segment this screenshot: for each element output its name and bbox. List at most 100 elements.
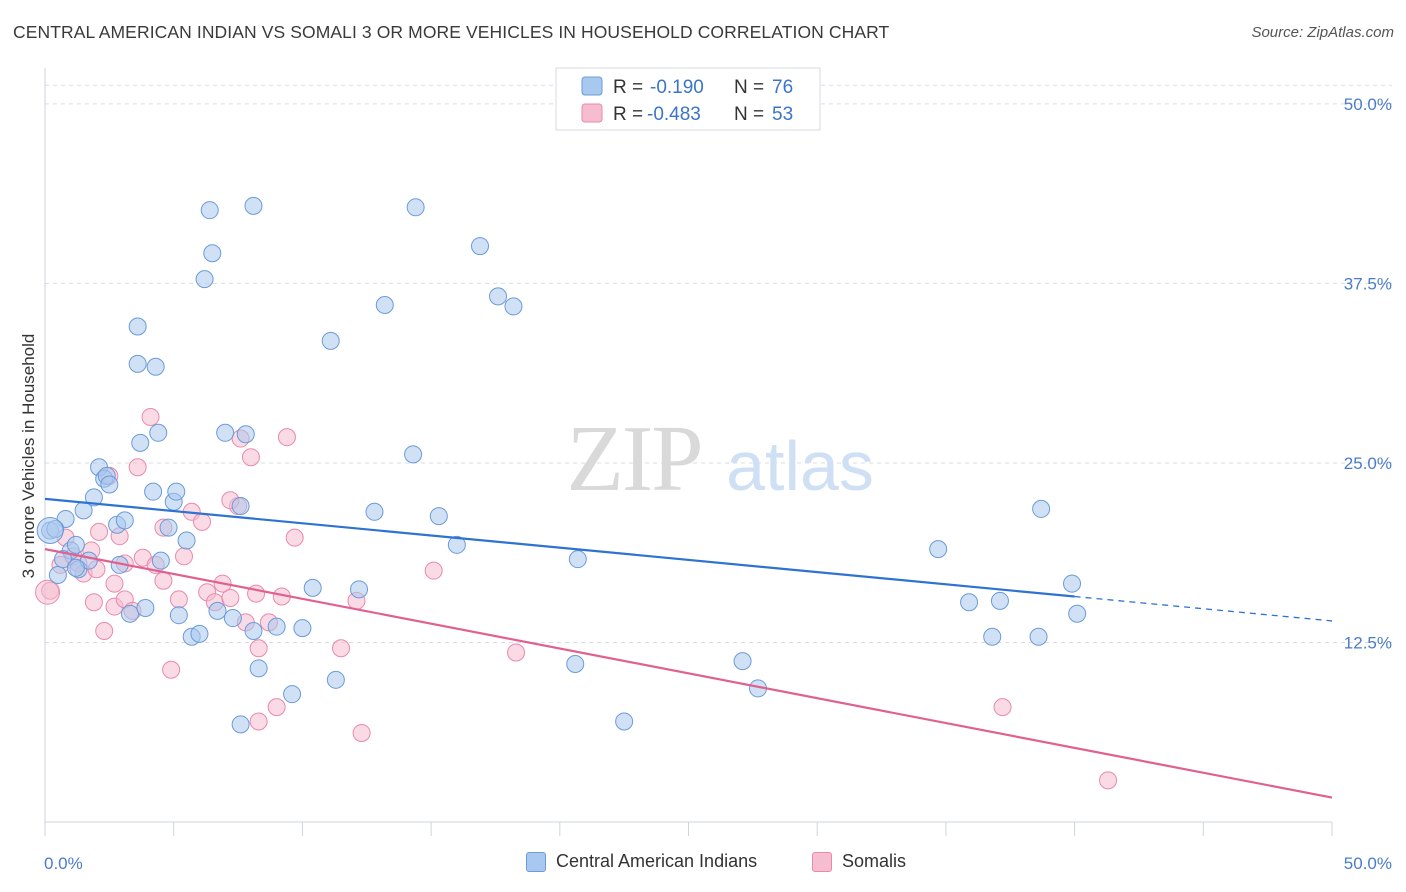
data-point xyxy=(471,237,490,256)
trend-line-somalis xyxy=(44,548,1333,799)
data-point xyxy=(1063,574,1082,593)
data-point xyxy=(236,425,255,444)
data-point xyxy=(249,659,268,678)
data-point xyxy=(177,531,196,550)
data-point xyxy=(365,502,384,521)
data-point xyxy=(159,518,178,537)
data-point xyxy=(990,591,1009,610)
data-point xyxy=(146,357,165,376)
data-point xyxy=(66,535,85,554)
data-point xyxy=(190,624,209,643)
data-point xyxy=(332,639,351,658)
legend-item-central-american-indians[interactable]: Central American Indians xyxy=(526,851,757,872)
data-point xyxy=(203,244,222,263)
data-point xyxy=(195,270,214,289)
y-tick-label: 12.5% xyxy=(1344,633,1392,652)
data-point xyxy=(120,604,139,623)
data-point xyxy=(169,590,188,609)
legend-label-somalis: Somalis xyxy=(842,851,907,871)
legend-swatch-pink xyxy=(581,103,603,123)
data-point xyxy=(504,297,523,316)
legend-n-value-blue: 76 xyxy=(772,77,793,98)
data-point xyxy=(167,482,186,501)
data-point xyxy=(231,497,250,516)
data-point xyxy=(293,619,312,638)
data-point xyxy=(615,712,634,731)
trend-lines xyxy=(44,497,1333,799)
trend-line-central-american-indians-extension xyxy=(1074,595,1333,622)
trend-line-central-american-indians xyxy=(44,497,1075,598)
data-point xyxy=(162,660,181,679)
watermark: ZIP atlas xyxy=(567,407,874,511)
data-point xyxy=(90,522,109,541)
data-point xyxy=(128,317,147,336)
data-point xyxy=(350,580,369,599)
data-point xyxy=(54,550,73,569)
legend-r-value-pink: -0.483 xyxy=(647,104,701,125)
data-point xyxy=(326,670,345,689)
y-tick-labels: 12.5% 25.0% 37.5% 50.0% xyxy=(1344,95,1392,653)
data-point xyxy=(1099,771,1118,790)
watermark-atlas: atlas xyxy=(726,427,874,505)
data-point xyxy=(141,407,160,426)
data-point xyxy=(115,511,134,530)
data-point xyxy=(507,643,526,662)
data-point-cluster xyxy=(35,579,61,605)
data-point xyxy=(321,331,340,350)
legend-n-value-pink: 53 xyxy=(772,104,793,125)
data-point xyxy=(303,578,322,597)
data-point xyxy=(100,475,119,494)
data-point xyxy=(105,574,124,593)
legend-item-somalis[interactable]: Somalis xyxy=(812,851,906,872)
legend-swatch-central-american-indians xyxy=(526,851,546,872)
central-american-indians-points xyxy=(36,196,1087,734)
data-point xyxy=(193,512,212,531)
data-point xyxy=(568,550,587,569)
data-point xyxy=(131,433,150,452)
data-point xyxy=(285,528,304,547)
grid-lines xyxy=(45,84,1392,643)
data-point xyxy=(223,609,242,628)
data-point xyxy=(267,698,286,717)
data-point xyxy=(429,507,448,526)
data-point xyxy=(231,715,250,734)
data-point xyxy=(404,445,423,464)
data-point xyxy=(144,482,163,501)
data-point xyxy=(244,196,263,215)
data-point xyxy=(241,448,260,467)
data-point xyxy=(424,561,443,580)
data-point xyxy=(244,621,263,640)
data-point xyxy=(983,627,1002,646)
data-point xyxy=(566,655,585,674)
data-point xyxy=(489,287,508,306)
y-tick-label: 50.0% xyxy=(1344,95,1392,114)
data-point xyxy=(1029,627,1048,646)
data-point xyxy=(277,428,296,447)
y-axis-label: 3 or more Vehicles in Household xyxy=(19,334,38,579)
data-point xyxy=(136,599,155,618)
x-tick-label-min: 0.0% xyxy=(44,854,83,873)
data-point xyxy=(221,588,240,607)
data-point xyxy=(84,593,103,612)
watermark-zip: ZIP xyxy=(567,407,702,511)
data-point xyxy=(249,712,268,731)
legend-r-label-pink: R = xyxy=(613,104,643,125)
data-point xyxy=(960,593,979,612)
data-point xyxy=(169,606,188,625)
legend-r-value-blue: -0.190 xyxy=(650,77,704,98)
data-point xyxy=(447,535,466,554)
data-point xyxy=(267,617,286,636)
legend-n-label-blue: N = xyxy=(734,77,764,98)
data-point-cluster xyxy=(36,516,64,544)
data-point xyxy=(929,540,948,559)
legend-swatch-blue xyxy=(581,76,603,96)
data-point xyxy=(84,488,103,507)
data-point xyxy=(993,698,1012,717)
data-point xyxy=(733,652,752,671)
data-point xyxy=(1068,604,1087,623)
x-tick-label-max: 50.0% xyxy=(1344,854,1392,873)
legend-label-central-american-indians: Central American Indians xyxy=(556,851,758,871)
legend-n-label-pink: N = xyxy=(734,104,764,125)
data-point xyxy=(1032,499,1051,518)
